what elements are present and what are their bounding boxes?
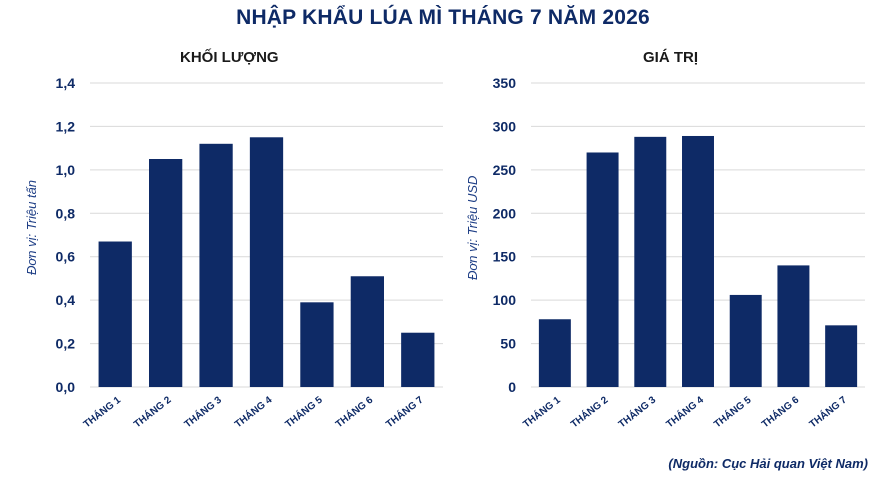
value-bar [586, 152, 619, 387]
value-x-tick-label: THÁNG 3 [616, 393, 659, 431]
value-bar [825, 325, 858, 387]
value-y-tick-label: 200 [493, 205, 517, 221]
volume-y-tick-label: 0,2 [56, 336, 76, 352]
volume-chart-title: KHỐI LƯỢNG [180, 49, 279, 66]
value-x-tick-label: THÁNG 7 [806, 393, 849, 431]
volume-bar [149, 159, 183, 387]
volume-bar [401, 332, 435, 387]
value-x-tick-label: THÁNG 2 [568, 393, 611, 431]
value-bar [538, 319, 571, 387]
value-x-tick-label: THÁNG 1 [520, 393, 563, 431]
volume-x-tick-label: THÁNG 5 [282, 393, 325, 431]
value-x-tick-label: THÁNG 4 [663, 393, 706, 431]
volume-y-tick-label: 1,0 [56, 162, 76, 178]
volume-x-tick-label: THÁNG 4 [232, 393, 275, 431]
volume-chart: KHỐI LƯỢNG Đơn vị: Triệu tấn 0,0 0,2 0,4 0,… [24, 49, 443, 431]
volume-x-tick-label: THÁNG 7 [383, 393, 426, 431]
volume-bar [98, 241, 132, 387]
volume-bar [199, 143, 233, 387]
value-y-tick-label: 150 [493, 249, 517, 265]
volume-x-tick-label: THÁNG 1 [80, 393, 123, 431]
source-note: (Nguồn: Cục Hải quan Việt Nam) [668, 456, 868, 471]
volume-y-tick-label: 0,4 [56, 292, 76, 308]
volume-y-tick-label: 0,8 [56, 205, 76, 221]
value-chart: GIÁ TRỊ Đơn vị: Triệu USD 0 50 100 150 200 25… [443, 0, 886, 480]
volume-x-tick-label: THÁNG 6 [333, 393, 376, 431]
value-x-tick-label: THÁNG 6 [759, 393, 802, 431]
value-y-tick-label: 50 [500, 336, 516, 352]
volume-x-tick-label: THÁNG 3 [181, 393, 224, 431]
value-chart-title: GIÁ TRỊ [643, 49, 698, 66]
volume-y-tick-label: 0,6 [56, 249, 76, 265]
value-y-tick-label: 100 [493, 292, 517, 308]
value-bar [729, 294, 762, 387]
volume-y-tick-label: 0,0 [56, 379, 76, 395]
volume-y-tick-label: 1,2 [56, 118, 76, 134]
value-y-tick-label: 250 [493, 162, 517, 178]
value-y-tick-label: 300 [493, 118, 517, 134]
volume-bar [300, 302, 334, 387]
value-x-tick-label: THÁNG 5 [711, 393, 754, 431]
value-bar [634, 136, 667, 387]
value-bar [777, 265, 810, 387]
volume-bar [350, 276, 384, 387]
value-bar [682, 135, 714, 387]
volume-y-tick-label: 1,4 [56, 75, 76, 91]
volume-x-tick-label: THÁNG 2 [131, 393, 174, 431]
value-y-tick-label: 0 [508, 379, 516, 395]
volume-bar [249, 137, 284, 387]
chart-main-title: NHẬP KHẨU LÚA MÌ THÁNG 7 NĂM 2026 [236, 6, 650, 29]
value-y-tick-label: 350 [493, 75, 517, 91]
